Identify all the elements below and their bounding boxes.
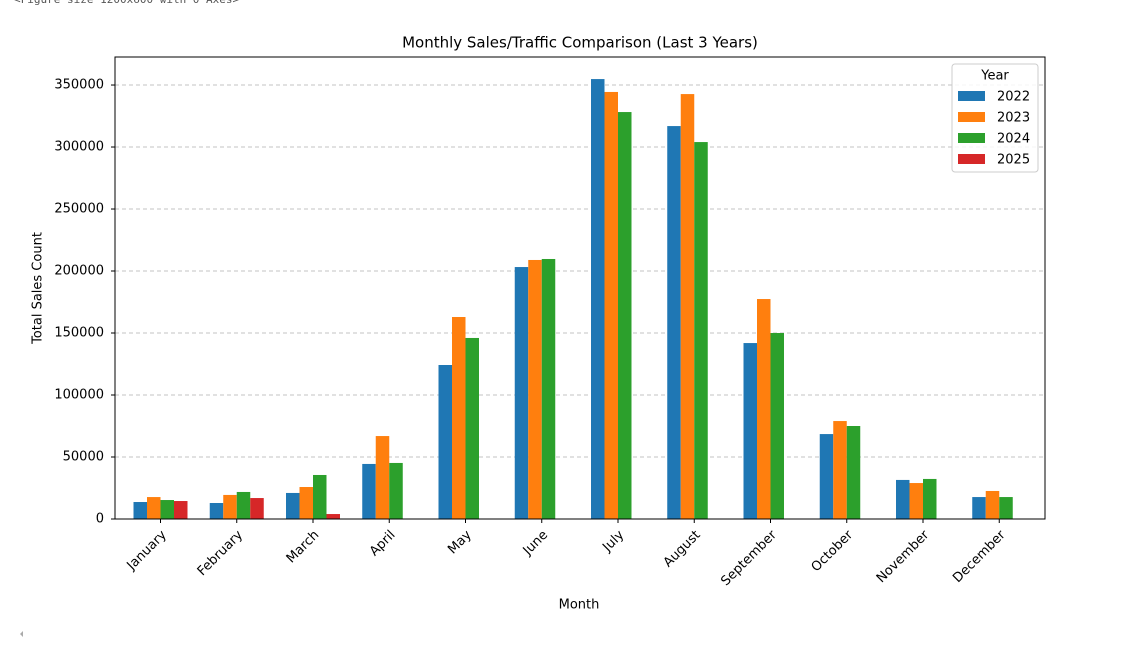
bar [147, 497, 161, 519]
legend-label: 2024 [997, 132, 1030, 147]
bar [770, 333, 784, 519]
y-axis-label: Total Sales Count [31, 232, 46, 345]
x-tick-label: April [367, 528, 399, 560]
x-tick-label: May [445, 527, 475, 557]
bar [174, 501, 188, 519]
bar [833, 421, 847, 519]
y-tick-label: 250000 [54, 202, 104, 217]
bar [286, 492, 300, 519]
bar [236, 491, 251, 519]
bar [465, 337, 479, 519]
bar [667, 126, 681, 519]
chart-title: Monthly Sales/Traffic Comparison (Last 3… [402, 34, 758, 52]
legend-swatch [958, 154, 985, 164]
scroll-arrow [20, 631, 23, 637]
bar [819, 434, 834, 519]
x-axis-label: Month [559, 598, 600, 613]
bar [985, 490, 1000, 519]
x-tick-label: December [950, 527, 1009, 586]
bar [604, 91, 618, 519]
bar [452, 317, 466, 519]
bar [389, 462, 403, 519]
bar [133, 502, 147, 519]
bar [528, 259, 542, 519]
bar [846, 426, 861, 519]
x-tick-label: November [874, 527, 933, 586]
legend-label: 2023 [997, 111, 1030, 126]
x-tick-label: February [195, 527, 247, 579]
bar [694, 142, 708, 520]
bar [618, 112, 632, 520]
x-tick-label: July [599, 527, 627, 555]
bar [223, 494, 237, 519]
bar [160, 500, 174, 519]
bar [209, 503, 224, 519]
legend-label: 2022 [997, 90, 1030, 105]
bar [757, 299, 771, 519]
bar [923, 478, 937, 519]
bar [326, 514, 340, 519]
bar [591, 79, 605, 519]
legend-swatch [958, 112, 985, 122]
y-tick-label: 150000 [54, 326, 104, 341]
y-tick-label: 50000 [63, 450, 104, 465]
x-tick-label: January [124, 527, 170, 573]
x-tick-label: September [718, 527, 780, 589]
legend-swatch [958, 91, 985, 101]
bar [999, 497, 1013, 519]
bar [313, 474, 327, 519]
legend-title: Year [980, 69, 1009, 84]
x-tick-label: March [284, 528, 323, 567]
y-tick-label: 100000 [54, 388, 104, 403]
legend-label: 2025 [997, 153, 1030, 168]
bar [299, 487, 313, 519]
x-tick-label: June [520, 528, 551, 559]
bar [909, 483, 923, 519]
plot-frame [114, 56, 1046, 520]
y-tick-label: 300000 [54, 140, 104, 155]
bar [896, 479, 910, 519]
y-tick-label: 200000 [54, 264, 104, 279]
bar [680, 94, 695, 520]
x-tick-label: October [809, 527, 857, 575]
bar [514, 267, 529, 519]
bar [362, 463, 376, 519]
notebook-output: <Figure size 1200x600 with 0 Axes> [14, 0, 240, 6]
bar [972, 497, 986, 519]
y-tick-label: 0 [96, 512, 104, 527]
bar [743, 343, 757, 519]
bar [250, 498, 264, 519]
bar [438, 365, 452, 519]
bar [375, 436, 390, 519]
bar [541, 258, 556, 519]
x-tick-label: August [661, 528, 704, 571]
legend-swatch [958, 133, 985, 143]
y-tick-label: 350000 [54, 78, 104, 93]
